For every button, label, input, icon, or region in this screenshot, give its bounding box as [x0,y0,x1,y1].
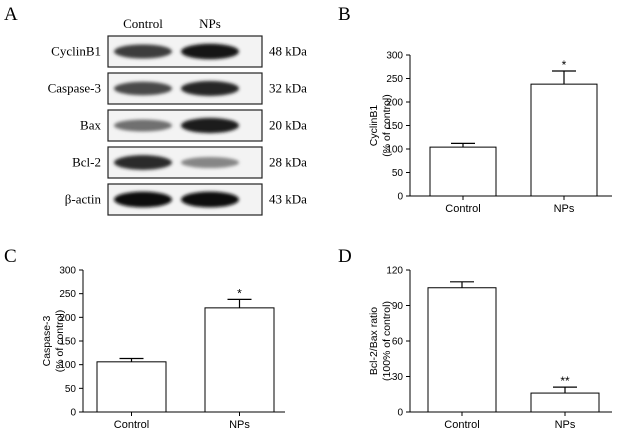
y-tick-label: 0 [397,192,403,203]
x-tick-label-nps: NPs [555,419,576,430]
y-tick-label: 100 [59,360,76,371]
y-axis-title-line1: CyclinB1 [368,105,380,147]
bar-control [427,287,497,413]
y-tick-label: 60 [392,337,404,348]
y-tick-label: 100 [386,145,403,156]
y-axis-title-line2: (% of control) [54,310,66,372]
blot-size-label: 20 kDa [269,118,307,133]
y-tick-label: 30 [392,372,404,383]
chart-cyclinb1: 0 50 100 150 200 250 300 Control NPs * CyclinB1(% … [368,51,612,215]
blot-band-control [114,119,172,132]
y-tick-label: 90 [392,301,404,312]
blot-band-control [114,155,172,170]
x-tick-label-control: Control [114,419,149,430]
y-tick-label: 300 [386,51,403,62]
bar-nps [204,307,275,413]
y-axis-title-line2: (100% of control) [381,301,393,381]
y-tick-label: 200 [386,98,403,109]
y-tick-label: 50 [65,384,77,395]
chart-caspase3: 0 50 100 150 200 250 300 Control NPs * Caspase-3(%… [41,266,285,430]
x-tick-label-nps: NPs [229,419,250,430]
y-axis-title: CyclinB1(% of control) [368,94,393,156]
y-axis-title: Bcl-2/Bax ratio(100% of control) [368,301,393,381]
blot-band-control [114,44,172,59]
blot-protein-label: β-actin [65,192,102,207]
y-axis-title-line1: Bcl-2/Bax ratio [368,307,380,375]
significance-marker: ** [560,374,570,388]
y-axis-title-line2: (% of control) [381,94,393,156]
blot-band-nps [181,156,239,169]
y-tick-label: 0 [70,408,76,419]
blot-band-nps [181,43,239,60]
y-tick-label: 0 [397,408,403,419]
blot-band-nps [181,191,239,208]
panel-letter-b: B [338,4,351,25]
y-axis-title: Caspase-3(% of control) [41,310,66,372]
blot-band-control [114,191,172,208]
blot-band-nps [181,81,239,96]
panel-letter-a: A [4,4,18,25]
y-tick-label: 150 [386,121,403,132]
significance-marker: * [562,58,567,72]
blot-column-nps: NPs [199,16,221,31]
y-tick-label: 200 [59,313,76,324]
x-tick-label-nps: NPs [554,203,575,215]
y-axis-title-line1: Caspase-3 [41,315,53,366]
blot-size-label: 48 kDa [269,44,307,59]
blot-row-bcl-2: Bcl-2 28 kDa [72,146,307,179]
blot-row-actin: β-actin 43 kDa [65,183,307,216]
blot-protein-label: Caspase-3 [48,81,101,96]
blot-band-control [114,81,172,96]
y-tick-label: 120 [386,266,403,277]
blot-size-label: 32 kDa [269,81,307,96]
blot-protein-label: Bax [80,118,101,133]
western-blot: Control NPs CyclinB1 48 kDa Caspase-3 32 kD… [48,16,307,216]
blot-row-bax: Bax 20 kDa [80,109,307,142]
y-tick-label: 250 [386,74,403,85]
bar-control [96,361,167,413]
blot-row-caspase-3: Caspase-3 32 kDa [48,72,307,105]
panel-letter-d: D [338,246,352,267]
blot-size-label: 43 kDa [269,192,307,207]
blot-band-nps [181,117,239,134]
y-tick-label: 300 [59,266,76,277]
y-tick-label: 150 [59,337,76,348]
bar-control [429,146,497,197]
bar-nps [530,83,598,197]
panel-letter-c: C [4,246,17,267]
blot-size-label: 28 kDa [269,155,307,170]
x-tick-label-control: Control [444,419,479,430]
y-tick-label: 250 [59,289,76,300]
bar-nps [530,392,600,413]
blot-protein-label: Bcl-2 [72,155,101,170]
blot-row-cyclinb1: CyclinB1 48 kDa [51,35,307,68]
x-tick-label-control: Control [445,203,480,215]
blot-protein-label: CyclinB1 [51,44,101,59]
significance-marker: * [237,286,242,300]
blot-column-control: Control [123,16,163,31]
y-tick-label: 50 [392,168,404,179]
chart-bcl2-bax-ratio: 0 30 60 90 120 Control NPs ** Bcl-2/Bax ratio(10… [368,266,612,430]
